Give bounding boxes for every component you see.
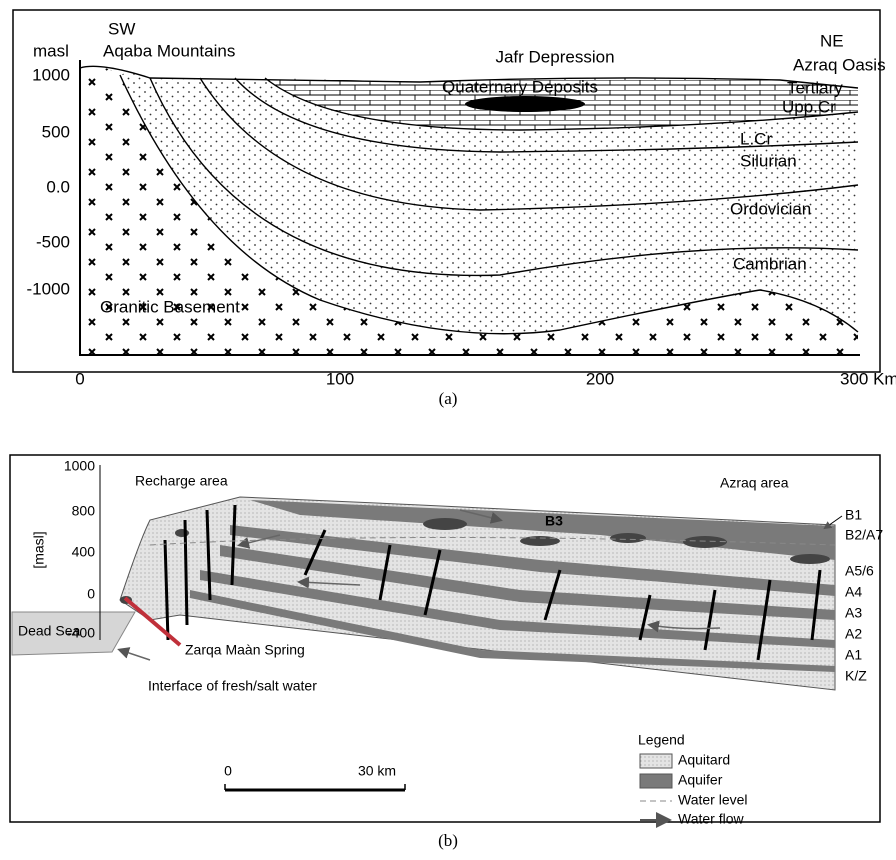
label: Interface of fresh/salt water [148,678,317,694]
label: B3 [545,513,563,529]
axis-title: masl [33,41,69,60]
legend-swatch [640,774,672,788]
unit-label: B1 [845,507,862,523]
label: Cambrian [733,254,807,273]
label: L.Cr [740,129,772,148]
unit-label: A3 [845,605,862,621]
figure: SW Aqaba Mountains masl 1000 500 0.0 -50… [0,0,896,855]
y-label: -500 [36,232,70,251]
legend-label: Water level [678,792,748,808]
y-label: 500 [42,122,70,141]
axis-title: [masl] [31,531,47,568]
label: Quaternary Deposits [442,77,598,96]
unit-label: A1 [845,647,862,663]
x-label: 200 [586,369,614,388]
y-label: 0.0 [46,177,70,196]
label: Tertiary [787,78,843,97]
caption: (a) [439,389,458,408]
label: Jafr Depression [495,47,614,66]
label: Upp.Cr [782,97,836,116]
unit-label: A2 [845,626,862,642]
label: Azraq Oasis [793,55,886,74]
label: Aqaba Mountains [103,41,235,60]
legend-label: Water flow [678,811,744,827]
label: Ordovician [730,199,811,218]
caption: (b) [438,831,458,850]
x-label: 0 [75,369,84,388]
unit-label: A5/6 [845,563,874,579]
y-label: 0 [87,586,95,602]
label: Dead Sea [18,623,80,639]
label: Recharge area [135,473,228,489]
scale-label: 0 [224,763,232,779]
label: Azraq area [720,475,789,491]
y-label: -1000 [27,279,70,298]
quaternary-deposits [465,96,585,112]
legend-label: Aquifer [678,772,723,788]
legend-swatch [640,754,672,768]
x-label: 300 Km [840,369,896,388]
y-label: 400 [72,544,96,560]
panel-b: 1000 800 400 0 -400 [masl] Recharge area… [10,455,883,827]
legend-title: Legend [638,732,685,748]
label: Silurian [740,151,797,170]
y-label: 1000 [32,65,70,84]
label: Granitic Basement [100,297,240,316]
label: NE [820,31,844,50]
label: SW [108,19,135,38]
legend-label: Aquitard [678,752,730,768]
panel-a: SW Aqaba Mountains masl 1000 500 0.0 -50… [13,10,896,388]
unit-label: A4 [845,584,862,600]
y-label: 1000 [64,458,95,474]
x-label: 100 [326,369,354,388]
unit-label: B2/A7 [845,527,883,543]
unit-label: K/Z [845,668,867,684]
label: Zarqa Maàn Spring [185,642,305,658]
scale-label: 30 km [358,763,396,779]
y-label: 800 [72,503,96,519]
